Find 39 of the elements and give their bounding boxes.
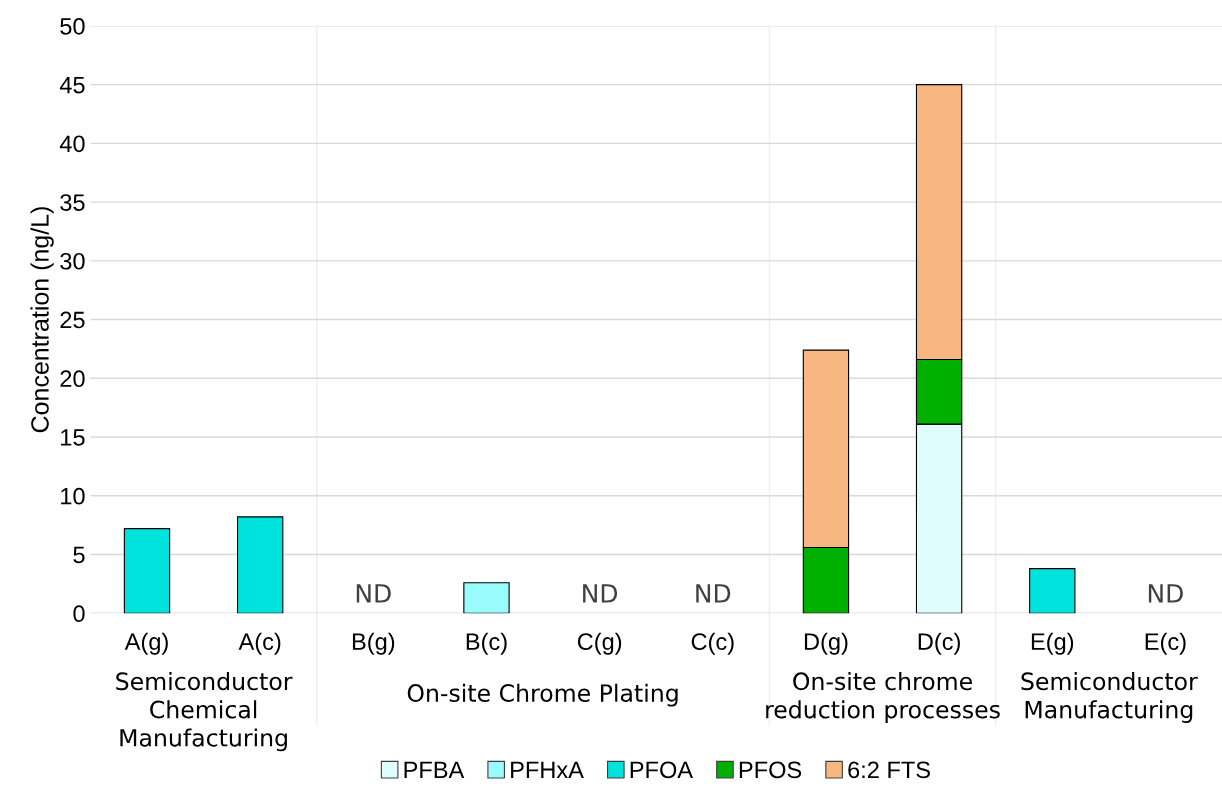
legend-label: PFOA — [630, 761, 694, 779]
annotation: ND — [1148, 584, 1183, 603]
legend-label: PFBA — [404, 761, 465, 778]
y-tick-label: 40 — [59, 135, 85, 153]
x-tick-label: D(g) — [804, 632, 848, 655]
bar — [236, 516, 284, 614]
bar — [1029, 568, 1076, 614]
y-tick-label: 15 — [61, 429, 85, 446]
y-tick-label: 0 — [73, 605, 85, 623]
bar — [123, 528, 171, 614]
legend-label: PFOS — [739, 761, 802, 779]
y-tick-label: 10 — [61, 487, 85, 505]
annotation: ND — [583, 584, 618, 603]
y-axis-title: Concentration (ng/L) — [30, 207, 54, 433]
x-tick-label: B(g) — [352, 632, 395, 655]
x-tick-label: D(c) — [918, 632, 960, 655]
x-tick-label: C(c) — [691, 632, 734, 655]
y-tick-label: 5 — [73, 546, 85, 564]
text: On-site chrome reduction processes — [766, 671, 1000, 724]
y-tick-label: 45 — [59, 76, 85, 94]
y-tick-label: 35 — [60, 194, 85, 211]
y-tick-label: 25 — [60, 311, 85, 329]
y-tick-label: 20 — [60, 370, 85, 388]
x-tick-label: E(c) — [1145, 632, 1186, 655]
legend-label: PFHxA — [511, 761, 584, 778]
text: Semiconductor Chemical Manufacturing — [116, 671, 293, 752]
annotation: ND — [696, 584, 731, 603]
annotation: ND — [356, 584, 391, 603]
y-tick-label: 50 — [60, 17, 85, 35]
y-tick-label: 30 — [60, 252, 85, 270]
text: On-site Chrome Plating — [407, 683, 678, 707]
x-tick-label: B(c) — [466, 632, 507, 655]
bar — [463, 582, 510, 614]
x-tick-label: A(c) — [238, 632, 281, 655]
text: Semiconductor Manufacturing — [1021, 671, 1198, 724]
legend-label: 6:2 FTS — [848, 761, 930, 779]
x-tick-label: E(g) — [1031, 632, 1074, 655]
x-tick-label: A(g) — [124, 632, 168, 655]
x-tick-label: C(g) — [577, 632, 622, 655]
